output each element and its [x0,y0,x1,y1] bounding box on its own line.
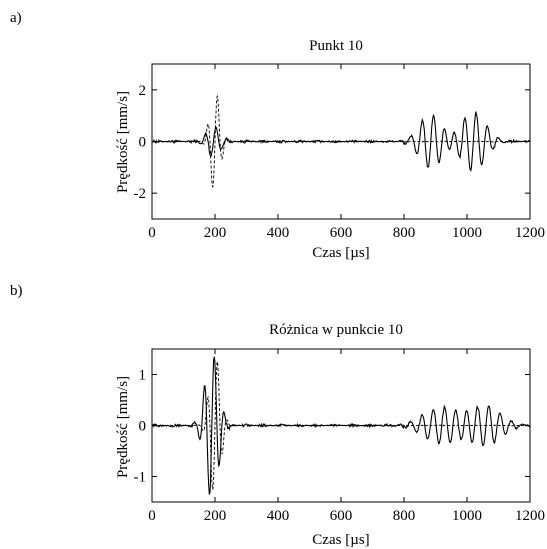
x-tick-label: 1000 [452,225,482,241]
panel-b-y-axis-label: Prędkość [mm/s] [115,376,131,478]
panel-b-x-ticks: 0 200 400 600 800 1000 1200 [148,349,545,524]
panel-b-series [151,356,531,495]
y-tick-label: 0 [139,419,147,435]
panel-a-x-axis-label: Czas [µs] [312,245,369,261]
y-tick-label: -1 [134,470,147,486]
panel-a-series [151,94,531,188]
series-line-dashed [151,361,531,490]
x-tick-label: 0 [148,508,156,524]
panel-a-y-ticks: 2 0 -2 [134,83,530,202]
x-tick-label: 600 [330,508,353,524]
panel-a-title: Punkt 10 [309,38,363,54]
panel-b-title: Różnica w punkcie 10 [269,322,403,338]
x-tick-label: 400 [267,508,290,524]
x-tick-label: 200 [204,225,227,241]
x-tick-label: 1000 [452,508,482,524]
series-line-dashed [152,94,531,188]
panel-b-y-ticks: 1 0 -1 [134,368,530,486]
x-tick-label: 1200 [515,225,545,241]
x-tick-label: 800 [393,508,416,524]
y-tick-label: -2 [134,186,147,202]
x-tick-label: 800 [393,225,416,241]
panel-a-x-ticks: 0 200 400 600 800 1000 1200 [148,64,545,241]
x-tick-label: 600 [330,225,353,241]
panel-b-label: b) [10,283,23,299]
x-tick-label: 1200 [515,508,545,524]
x-tick-label: 400 [267,225,290,241]
x-tick-label: 0 [148,225,156,241]
x-tick-label: 200 [204,508,227,524]
y-tick-label: 2 [139,83,147,99]
series-line-solid [151,111,531,172]
panel-b: b) Różnica w punkcie 10 0 200 400 600 800 100… [10,283,545,548]
panel-a-y-axis-label: Prędkość [mm/s] [115,91,131,193]
panel-b-x-axis-label: Czas [µs] [312,532,369,548]
panel-a-label: a) [10,10,22,26]
y-tick-label: 1 [139,368,147,384]
panel-a: a) Punkt 10 0 200 400 600 800 1000 1200 2 0 -2 C… [10,10,545,261]
y-tick-label: 0 [139,135,147,151]
